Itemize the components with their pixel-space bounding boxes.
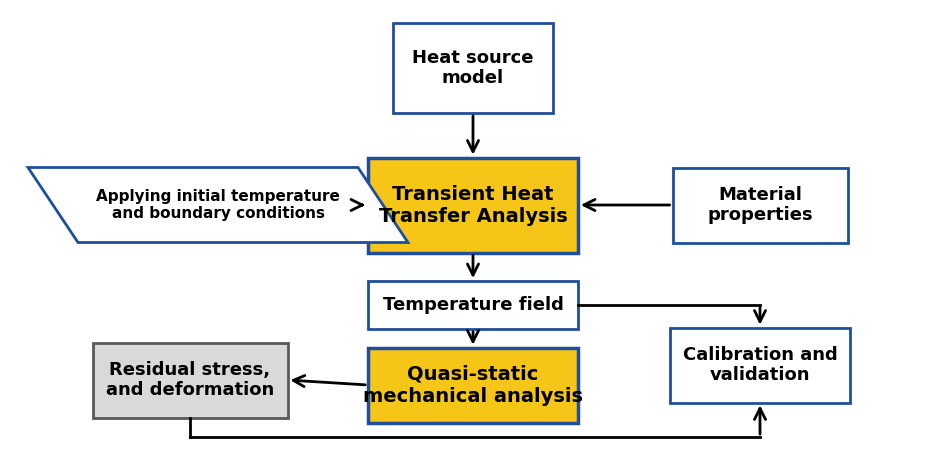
FancyBboxPatch shape bbox=[368, 347, 578, 423]
FancyBboxPatch shape bbox=[93, 342, 288, 418]
FancyBboxPatch shape bbox=[368, 281, 578, 329]
Text: Residual stress,
and deformation: Residual stress, and deformation bbox=[106, 360, 274, 400]
Text: Transient Heat
Transfer Analysis: Transient Heat Transfer Analysis bbox=[379, 184, 567, 225]
FancyBboxPatch shape bbox=[672, 167, 848, 243]
Text: Applying initial temperature
and boundary conditions: Applying initial temperature and boundar… bbox=[96, 189, 340, 221]
Text: Calibration and
validation: Calibration and validation bbox=[683, 346, 837, 384]
Text: Material
properties: Material properties bbox=[707, 185, 813, 225]
Text: Temperature field: Temperature field bbox=[383, 296, 563, 314]
Text: Heat source
model: Heat source model bbox=[412, 49, 534, 87]
Polygon shape bbox=[28, 167, 408, 243]
FancyBboxPatch shape bbox=[670, 328, 850, 402]
Text: Quasi-static
mechanical analysis: Quasi-static mechanical analysis bbox=[363, 364, 583, 405]
FancyBboxPatch shape bbox=[368, 158, 578, 252]
FancyBboxPatch shape bbox=[393, 23, 553, 113]
